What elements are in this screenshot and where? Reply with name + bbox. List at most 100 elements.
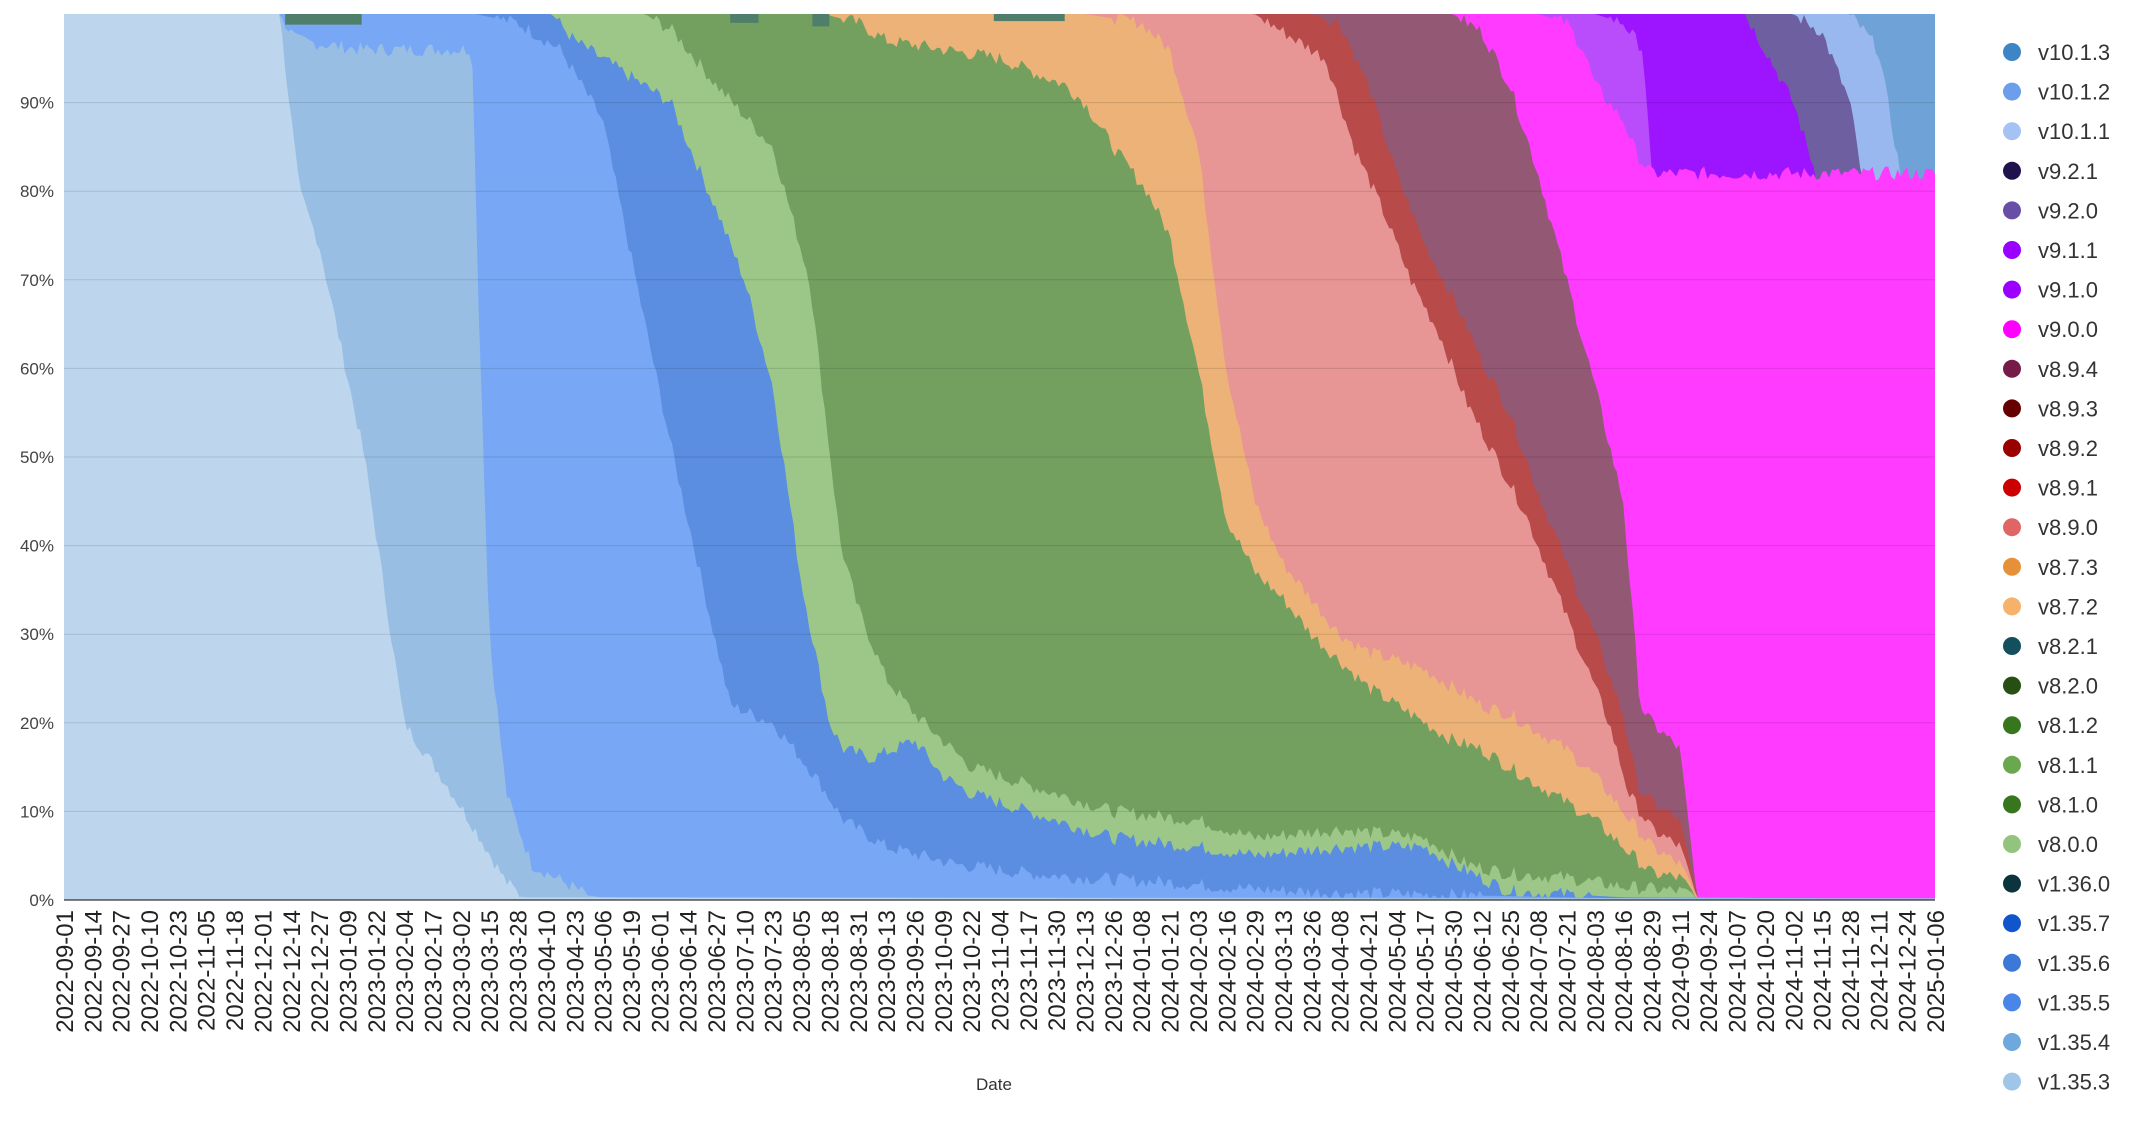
legend-item[interactable]: v9.1.0: [2003, 278, 2098, 303]
x-tick-label: 2023-03-15: [477, 910, 504, 1033]
x-tick-label: 2023-08-05: [789, 910, 816, 1033]
legend-swatch: [2003, 676, 2021, 695]
legend-label: v1.35.7: [2038, 911, 2110, 936]
y-tick-label: 30%: [20, 625, 54, 644]
gridlines: [64, 102, 1935, 901]
legend-label: v8.9.3: [2038, 396, 2098, 421]
x-tick-label: 2024-06-25: [1498, 910, 1525, 1033]
legend-item[interactable]: v10.1.3: [2003, 40, 2110, 65]
x-tick-label: 2023-11-30: [1044, 910, 1071, 1031]
legend-swatch: [2003, 993, 2021, 1012]
legend-item[interactable]: v9.2.1: [2003, 159, 2098, 184]
legend-swatch: [2003, 716, 2021, 735]
y-tick-label: 0%: [29, 891, 54, 910]
legend-item[interactable]: v10.1.1: [2003, 119, 2110, 144]
legend-item[interactable]: v8.7.3: [2003, 555, 2098, 580]
x-tick-label: 2024-07-08: [1526, 910, 1553, 1033]
legend-item[interactable]: v1.35.4: [2003, 1030, 2110, 1055]
legend-item[interactable]: v1.35.3: [2003, 1070, 2110, 1095]
x-tick-label: 2024-10-07: [1725, 910, 1752, 1033]
legend-label: v9.1.0: [2038, 278, 2098, 303]
y-tick-label: 60%: [20, 359, 54, 378]
x-tick-label: 2024-10-20: [1753, 910, 1780, 1033]
legend-item[interactable]: v8.2.0: [2003, 674, 2098, 699]
x-tick-label: 2024-08-16: [1611, 910, 1638, 1033]
legend-swatch: [2003, 82, 2021, 101]
legend-label: v9.0.0: [2038, 317, 2098, 342]
legend-item[interactable]: v1.35.7: [2003, 911, 2110, 936]
area-band-sliver: [730, 14, 759, 23]
y-tick-label: 10%: [20, 802, 54, 821]
legend-swatch: [2003, 518, 2021, 537]
legend-swatch: [2003, 478, 2021, 497]
x-tick-label: 2022-12-14: [279, 910, 306, 1033]
legend-item[interactable]: v10.1.2: [2003, 80, 2110, 105]
legend-swatch: [2003, 597, 2021, 616]
x-tick-label: 2024-12-11: [1866, 910, 1893, 1031]
x-tick-label: 2022-11-18: [222, 910, 249, 1031]
legend-item[interactable]: v9.1.1: [2003, 238, 2098, 263]
x-tick-label: 2024-02-29: [1243, 910, 1270, 1033]
x-tick-label: 2024-11-02: [1781, 910, 1808, 1031]
legend[interactable]: v10.1.3 v10.1.2 v10.1.1 v9.2.1 v9.2.0 v9.1.1 v…: [2003, 40, 2110, 1095]
legend-label: v8.9.2: [2038, 436, 2098, 461]
area-band-sliver: [993, 14, 1065, 22]
legend-item[interactable]: v8.1.0: [2003, 792, 2098, 817]
x-tick-label: 2022-09-01: [52, 910, 79, 1033]
x-tick-label: 2023-05-19: [619, 910, 646, 1033]
legend-label: v8.7.2: [2038, 594, 2098, 619]
x-tick-label: 2023-08-31: [846, 910, 873, 1033]
legend-swatch: [2003, 557, 2021, 576]
legend-item[interactable]: v1.36.0: [2003, 872, 2110, 897]
legend-label: v1.35.6: [2038, 951, 2110, 976]
x-tick-label: 2022-12-01: [250, 910, 277, 1033]
legend-item[interactable]: v8.9.1: [2003, 476, 2098, 501]
x-tick-label: 2024-05-30: [1441, 910, 1468, 1033]
area-band-sliver: [285, 14, 362, 25]
legend-item[interactable]: v8.9.0: [2003, 515, 2098, 540]
legend-item[interactable]: v1.35.5: [2003, 990, 2110, 1015]
x-tick-label: 2023-03-02: [449, 910, 476, 1033]
legend-item[interactable]: v9.0.0: [2003, 317, 2098, 342]
x-tick-label: 2024-03-26: [1299, 910, 1326, 1033]
x-axis-ticks: 2022-09-01 2022-09-14 2022-09-27 2022-10-10…: [52, 910, 1950, 1033]
legend-item[interactable]: v8.9.3: [2003, 396, 2098, 421]
legend-label: v9.2.0: [2038, 198, 2098, 223]
legend-item[interactable]: v9.2.0: [2003, 198, 2098, 223]
x-tick-label: 2024-09-24: [1696, 910, 1723, 1033]
x-tick-label: 2023-02-04: [392, 910, 419, 1033]
legend-item[interactable]: v8.0.0: [2003, 832, 2098, 857]
x-tick-label: 2024-02-03: [1186, 910, 1213, 1033]
x-tick-label: 2023-02-17: [421, 910, 448, 1033]
x-tick-label: 2022-10-23: [165, 910, 192, 1033]
x-tick-label: 2023-04-10: [534, 910, 561, 1033]
x-tick-label: 2024-12-24: [1895, 910, 1922, 1033]
x-tick-label: 2023-04-23: [562, 910, 589, 1033]
x-tick-label: 2022-12-27: [307, 910, 334, 1033]
legend-swatch: [2003, 439, 2021, 457]
legend-swatch: [2003, 874, 2021, 893]
x-tick-label: 2024-04-21: [1356, 910, 1383, 1033]
x-tick-label: 2024-08-03: [1583, 910, 1610, 1033]
x-tick-label: 2023-06-14: [676, 910, 703, 1033]
legend-label: v1.36.0: [2038, 872, 2110, 897]
legend-item[interactable]: v8.1.2: [2003, 713, 2098, 738]
x-tick-label: 2023-07-10: [732, 910, 759, 1033]
legend-item[interactable]: v8.9.2: [2003, 436, 2098, 461]
x-tick-label: 2023-07-23: [761, 910, 788, 1033]
x-tick-label: 2023-10-09: [931, 910, 958, 1033]
legend-item[interactable]: v1.35.6: [2003, 951, 2110, 976]
legend-label: v1.35.5: [2038, 990, 2110, 1015]
y-axis-ticks: 0% 10% 20% 30% 40% 50% 60% 70% 80% 90%: [20, 94, 54, 910]
x-tick-label: 2022-10-10: [137, 910, 164, 1033]
legend-item[interactable]: v8.2.1: [2003, 634, 2098, 659]
x-tick-label: 2024-01-21: [1158, 910, 1185, 1033]
legend-swatch: [2003, 637, 2021, 655]
legend-label: v1.35.4: [2038, 1030, 2110, 1055]
legend-item[interactable]: v8.9.4: [2003, 357, 2098, 382]
x-tick-label: 2024-09-11: [1668, 910, 1695, 1031]
legend-swatch: [2003, 755, 2021, 774]
legend-item[interactable]: v8.7.2: [2003, 594, 2098, 619]
legend-item[interactable]: v8.1.1: [2003, 753, 2098, 778]
